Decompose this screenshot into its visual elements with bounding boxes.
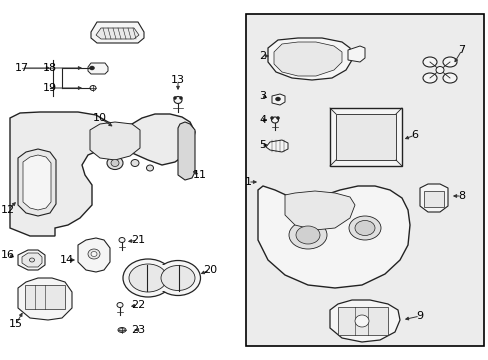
Ellipse shape (348, 216, 380, 240)
Text: 16: 16 (1, 250, 15, 260)
Ellipse shape (276, 117, 279, 120)
Ellipse shape (146, 165, 153, 171)
Ellipse shape (107, 157, 123, 170)
Text: 14: 14 (60, 255, 74, 265)
Ellipse shape (179, 96, 182, 99)
Ellipse shape (354, 220, 374, 235)
Text: 13: 13 (171, 75, 184, 85)
Polygon shape (419, 184, 447, 212)
Ellipse shape (89, 66, 94, 70)
Text: 19: 19 (43, 83, 57, 93)
Polygon shape (88, 63, 108, 74)
Polygon shape (22, 253, 42, 267)
Ellipse shape (111, 159, 119, 166)
Bar (335, 114, 395, 160)
Ellipse shape (442, 57, 456, 67)
Bar (337, 307, 387, 335)
Ellipse shape (90, 86, 96, 90)
Text: 20: 20 (203, 265, 217, 275)
Ellipse shape (161, 266, 195, 291)
Ellipse shape (422, 57, 436, 67)
Polygon shape (96, 28, 139, 39)
Polygon shape (271, 94, 285, 105)
Polygon shape (265, 140, 287, 152)
Bar (245, 14, 483, 346)
Ellipse shape (91, 252, 97, 257)
Ellipse shape (275, 97, 280, 101)
Text: 9: 9 (416, 311, 423, 321)
Polygon shape (10, 112, 195, 236)
Polygon shape (18, 250, 45, 270)
Text: 23: 23 (131, 325, 145, 335)
Ellipse shape (118, 328, 126, 333)
Text: 4: 4 (259, 115, 266, 125)
Ellipse shape (117, 302, 123, 307)
Polygon shape (285, 191, 354, 230)
Polygon shape (18, 149, 56, 216)
Polygon shape (258, 186, 409, 288)
Text: 1: 1 (244, 177, 251, 187)
Text: 6: 6 (411, 130, 418, 140)
Text: 18: 18 (43, 63, 57, 73)
Ellipse shape (271, 117, 278, 123)
Text: 10: 10 (93, 113, 107, 123)
Bar (147, 265, 179, 291)
Ellipse shape (354, 315, 368, 327)
Ellipse shape (422, 73, 436, 83)
Polygon shape (78, 238, 110, 272)
Ellipse shape (270, 117, 273, 120)
Ellipse shape (442, 73, 456, 83)
Polygon shape (90, 122, 140, 160)
Text: 2: 2 (259, 51, 266, 61)
Bar (423, 191, 443, 207)
Text: 3: 3 (259, 91, 266, 101)
Ellipse shape (174, 96, 182, 104)
Ellipse shape (435, 67, 443, 73)
Polygon shape (273, 42, 341, 76)
Text: 17: 17 (15, 63, 29, 73)
Ellipse shape (119, 328, 124, 332)
Polygon shape (347, 46, 364, 62)
Ellipse shape (123, 259, 173, 297)
Ellipse shape (155, 261, 200, 296)
Polygon shape (267, 38, 351, 80)
Text: 7: 7 (458, 45, 465, 55)
Ellipse shape (119, 238, 125, 243)
Polygon shape (329, 300, 399, 342)
Ellipse shape (173, 96, 176, 99)
Bar (25, 285, 65, 309)
Ellipse shape (29, 258, 35, 262)
Text: 8: 8 (458, 191, 465, 201)
Text: 21: 21 (131, 235, 145, 245)
Bar (329, 108, 401, 166)
Text: 11: 11 (193, 170, 206, 180)
Ellipse shape (288, 221, 326, 249)
Ellipse shape (295, 226, 319, 244)
Polygon shape (178, 122, 195, 180)
Text: 12: 12 (1, 205, 15, 215)
Polygon shape (18, 278, 72, 320)
Polygon shape (23, 155, 51, 210)
Ellipse shape (88, 249, 100, 259)
Text: 15: 15 (9, 319, 23, 329)
Text: 5: 5 (259, 140, 266, 150)
Text: 22: 22 (131, 300, 145, 310)
Ellipse shape (129, 264, 167, 292)
Polygon shape (91, 22, 143, 43)
Ellipse shape (131, 159, 139, 166)
